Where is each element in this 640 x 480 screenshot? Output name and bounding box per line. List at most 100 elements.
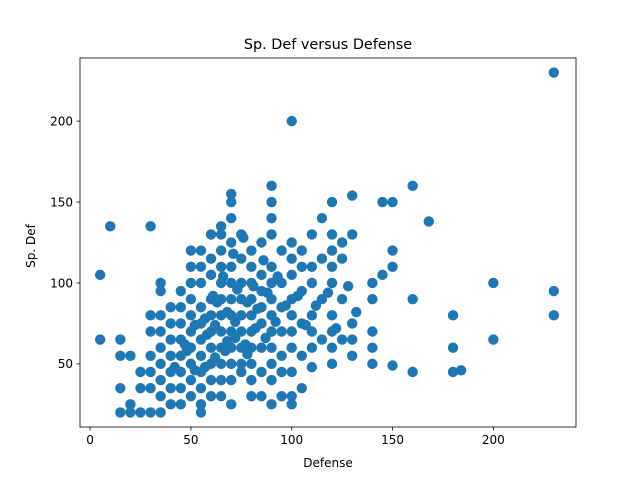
data-point bbox=[347, 318, 358, 329]
data-point bbox=[185, 293, 197, 305]
data-point bbox=[135, 382, 146, 394]
x-tick-label: 150 bbox=[381, 433, 404, 447]
data-point bbox=[145, 221, 156, 232]
data-point bbox=[155, 342, 166, 353]
data-point bbox=[326, 229, 338, 240]
y-ticks: 50 100 150 200 bbox=[50, 114, 80, 371]
data-point bbox=[185, 310, 197, 321]
data-point bbox=[195, 399, 207, 410]
data-point bbox=[423, 216, 435, 227]
data-point bbox=[250, 323, 261, 334]
data-point bbox=[246, 261, 257, 272]
data-point bbox=[175, 318, 187, 329]
data-point bbox=[262, 287, 273, 298]
data-point bbox=[226, 358, 237, 370]
data-point bbox=[226, 399, 237, 410]
data-point bbox=[189, 319, 201, 331]
data-point bbox=[145, 407, 156, 418]
data-point bbox=[367, 358, 378, 370]
data-point bbox=[407, 180, 418, 192]
data-point bbox=[367, 277, 378, 289]
data-point bbox=[387, 261, 398, 272]
data-point bbox=[240, 339, 251, 350]
data-point bbox=[266, 374, 277, 386]
data-point bbox=[326, 358, 338, 370]
data-point bbox=[306, 229, 318, 240]
data-point bbox=[326, 277, 338, 289]
data-point bbox=[286, 366, 297, 378]
data-point bbox=[447, 342, 459, 353]
data-point bbox=[236, 253, 247, 264]
data-point bbox=[195, 261, 207, 272]
data-point bbox=[185, 391, 197, 402]
data-point bbox=[296, 350, 307, 361]
data-point bbox=[316, 213, 328, 224]
data-point bbox=[199, 313, 211, 324]
y-tick-label: 100 bbox=[50, 276, 73, 290]
data-point bbox=[300, 319, 312, 331]
data-point bbox=[246, 358, 257, 370]
data-point bbox=[195, 245, 207, 256]
data-point bbox=[94, 334, 106, 345]
data-point bbox=[205, 253, 217, 264]
data-point bbox=[228, 248, 239, 260]
data-point bbox=[155, 358, 166, 370]
data-point bbox=[286, 253, 297, 264]
data-point bbox=[342, 281, 354, 292]
data-point bbox=[125, 407, 136, 418]
data-point bbox=[179, 339, 191, 350]
data-point bbox=[185, 277, 197, 289]
data-point bbox=[367, 326, 378, 337]
data-point bbox=[226, 293, 237, 305]
data-point bbox=[256, 366, 267, 378]
data-point bbox=[165, 334, 176, 345]
data-point bbox=[266, 213, 277, 224]
data-point bbox=[387, 360, 398, 371]
data-point bbox=[306, 277, 318, 289]
data-point bbox=[276, 391, 287, 402]
data-point bbox=[165, 318, 176, 329]
data-point bbox=[367, 342, 378, 353]
data-point bbox=[145, 350, 156, 361]
data-point bbox=[377, 196, 388, 208]
data-point bbox=[280, 300, 291, 311]
data-point bbox=[232, 284, 243, 295]
data-point bbox=[205, 269, 217, 281]
data-point bbox=[230, 332, 241, 344]
data-point bbox=[548, 285, 560, 297]
data-point bbox=[94, 269, 106, 281]
y-tick-label: 200 bbox=[50, 114, 73, 128]
data-point bbox=[195, 350, 207, 361]
data-point bbox=[221, 306, 233, 318]
x-tick-label: 200 bbox=[482, 433, 505, 447]
data-point bbox=[488, 277, 499, 289]
data-point bbox=[286, 237, 297, 248]
data-points bbox=[94, 67, 560, 418]
data-point bbox=[185, 374, 197, 386]
data-point bbox=[316, 253, 328, 264]
data-point bbox=[347, 229, 358, 240]
data-point bbox=[286, 115, 297, 127]
data-point bbox=[266, 261, 277, 272]
data-point bbox=[209, 319, 221, 331]
data-point bbox=[252, 303, 263, 315]
data-point bbox=[548, 67, 560, 78]
data-point bbox=[276, 350, 287, 361]
data-point bbox=[276, 326, 287, 337]
data-point bbox=[310, 300, 322, 311]
data-point bbox=[155, 285, 166, 297]
data-point bbox=[326, 261, 338, 272]
data-point bbox=[292, 290, 303, 302]
data-point bbox=[266, 342, 277, 353]
data-point bbox=[286, 269, 297, 281]
data-point bbox=[246, 391, 257, 402]
data-point bbox=[221, 336, 233, 347]
data-point bbox=[256, 391, 267, 402]
data-point bbox=[155, 391, 166, 402]
data-point bbox=[195, 302, 207, 313]
data-point bbox=[195, 407, 207, 418]
data-point bbox=[145, 326, 156, 337]
data-point bbox=[195, 382, 207, 394]
